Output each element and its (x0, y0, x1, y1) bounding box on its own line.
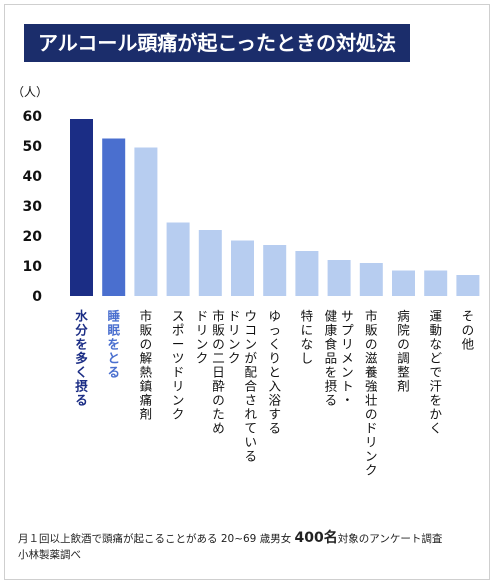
x-category-label: サプリメント・健康食品を摂る (325, 309, 355, 408)
x-category-label: 特になし (301, 309, 314, 366)
x-category-label-line: スポーツドリンク (172, 309, 185, 422)
x-category-label-line: 特になし (301, 309, 314, 366)
x-category-label-line: 病院の調整剤 (397, 309, 410, 394)
x-category-label-line: その他 (462, 309, 475, 352)
x-category-label: 睡眠をとる (107, 309, 120, 380)
y-tick-label: 0 (32, 289, 42, 305)
survey-note-part-c: 対象のアンケート調査 (337, 533, 443, 545)
x-category-label-line: ウコンが配合されている (244, 309, 257, 464)
bar (102, 138, 126, 296)
bar (424, 270, 448, 296)
bar (134, 147, 158, 296)
bars (70, 119, 480, 296)
x-category-label-line: ドリンク (228, 309, 241, 366)
x-category-label: ゆっくりと入浴する (268, 309, 281, 436)
x-category-label-line: ゆっくりと入浴する (268, 309, 281, 436)
bar (392, 270, 415, 296)
survey-note: 月１回以上飲酒で頭痛が起こることがある 20~69 歳男女 400名対象のアンケ… (18, 530, 442, 547)
bar (263, 245, 287, 296)
y-tick-label: 20 (23, 229, 43, 245)
y-tick-label: 60 (23, 109, 43, 125)
bar (198, 230, 222, 296)
y-tick-label: 10 (23, 259, 43, 275)
bar (231, 240, 254, 296)
x-category-label: 市販の解熱鎮痛剤 (140, 309, 153, 422)
survey-note-part-a: 月１回以上飲酒で頭痛が起こることがある 20~69 歳男女 (18, 533, 292, 545)
x-category-label-line: サプリメント・ (341, 309, 354, 408)
bar (166, 222, 190, 296)
y-tick-label: 50 (23, 139, 43, 155)
y-axis-unit: （人） (12, 85, 48, 99)
y-axis-ticks: 0 10 20 30 40 50 60 (23, 109, 43, 305)
survey-count: 400名 (294, 530, 338, 546)
bar (327, 260, 351, 296)
footer-note: 月１回以上飲酒で頭痛が起こることがある 20~69 歳男女 400名対象のアンケ… (18, 530, 442, 563)
x-category-label: 水分を多く摂る (75, 309, 88, 408)
source-note: 小林製薬調べ (18, 549, 81, 561)
x-category-label-line: 睡眠をとる (107, 309, 120, 380)
bar (70, 119, 93, 296)
x-axis-labels: 水分を多く摂る睡眠をとる市販の解熱鎮痛剤スポーツドリンク市販の二日酔のためドリン… (75, 309, 474, 478)
x-category-label: その他 (462, 309, 475, 352)
x-category-label: スポーツドリンク (172, 309, 185, 422)
x-category-label: 運動などで汗をかく (429, 309, 442, 436)
chart-title: アルコール頭痛が起こったときの対処法 (24, 24, 410, 62)
x-category-label-line: 健康食品を摂る (325, 309, 338, 408)
bar (359, 263, 383, 296)
x-category-label-line: ドリンク (196, 309, 209, 366)
y-tick-label: 30 (23, 199, 43, 215)
bar (456, 275, 480, 296)
x-category-label: 市販の滋養強壮のドリンク (365, 309, 378, 478)
bar (295, 251, 319, 296)
x-category-label-line: 運動などで汗をかく (429, 309, 442, 436)
x-category-label-line: 市販の二日酔のため (212, 309, 225, 436)
x-category-label-line: 市販の解熱鎮痛剤 (140, 309, 153, 422)
x-category-label-line: 水分を多く摂る (75, 309, 88, 408)
x-category-label: 病院の調整剤 (397, 309, 410, 394)
x-category-label-line: 市販の滋養強壮のドリンク (365, 309, 378, 478)
y-tick-label: 40 (23, 169, 43, 185)
